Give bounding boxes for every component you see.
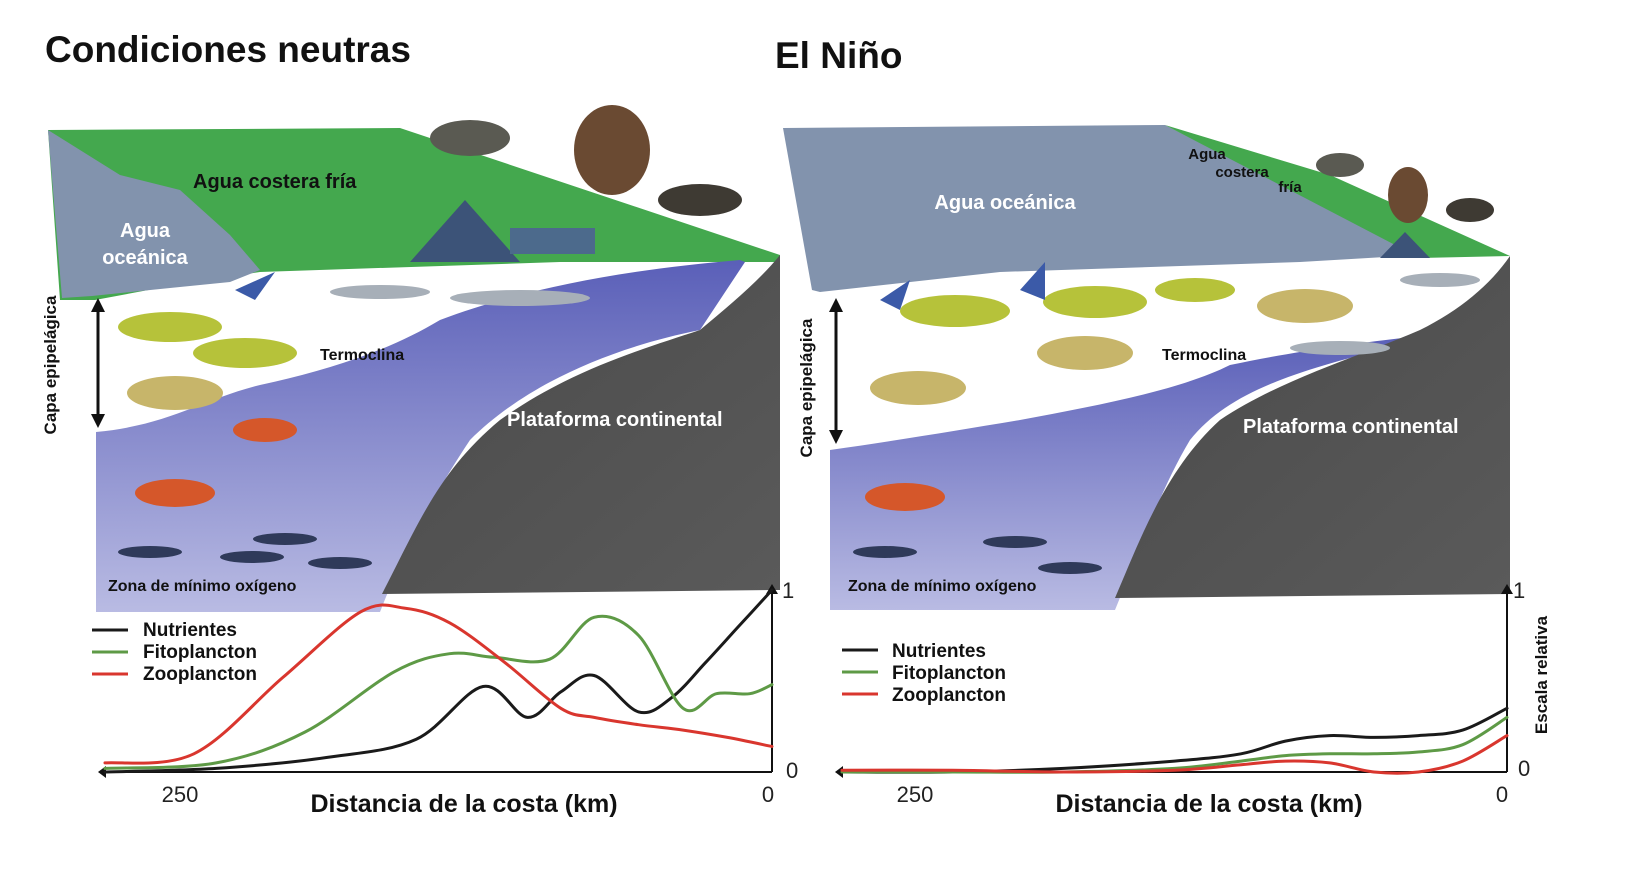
- panel-title: El Niño: [775, 35, 902, 76]
- tuna-fish-icon: [1257, 289, 1353, 323]
- y-tick-label: 1: [782, 578, 794, 603]
- x-axis-arrowhead: [835, 766, 843, 778]
- dorado-fish-icon: [1043, 286, 1147, 318]
- y-tick-label: 1: [1513, 578, 1525, 603]
- lanternfish-icon: [853, 546, 917, 558]
- squid-icon: [865, 483, 945, 511]
- panel-title: Condiciones neutras: [45, 29, 411, 70]
- squid-icon: [233, 418, 297, 442]
- swordfish-icon: [880, 280, 910, 310]
- label-thermocline: Termoclina: [320, 347, 404, 364]
- fishing-net-icon: [1380, 232, 1430, 258]
- label-shelf: Plataforma continental: [507, 409, 723, 431]
- tuna-fish-icon: [127, 376, 223, 410]
- anchovy-school-icon: [1400, 273, 1480, 287]
- label-oceanic-water-2: oceánica: [102, 247, 188, 269]
- dorado-fish-icon: [118, 312, 222, 342]
- deep-water: [830, 335, 1430, 610]
- x-axis-title: Distancia de la costa (km): [310, 790, 617, 818]
- marine-life: [118, 105, 742, 569]
- x-tick-label: 250: [897, 782, 934, 807]
- y-tick-label: 0: [1518, 756, 1530, 781]
- chart-neutral: 250 0 1 0 Distancia de la costa (km) Nut…: [92, 578, 798, 818]
- cormorant-bird-icon: [1446, 198, 1494, 222]
- booby-bird-icon: [1316, 153, 1364, 177]
- label-cold-water-1: Agua: [1188, 146, 1226, 163]
- anchovy-school-icon: [1290, 341, 1390, 355]
- swordfish-icon: [1020, 262, 1045, 300]
- y-axis-arrowhead: [1501, 584, 1513, 594]
- dorado-fish-icon: [900, 295, 1010, 327]
- label-cold-water-3: fría: [1278, 179, 1302, 196]
- tuna-fish-icon: [870, 371, 966, 405]
- x-tick-label: 250: [162, 782, 199, 807]
- label-oceanic-water: Agua oceánica: [934, 192, 1076, 214]
- lanternfish-icon: [983, 536, 1047, 548]
- chart-el-nino: 250 0 1 0 Distancia de la costa (km) Esc…: [835, 578, 1551, 818]
- label-shelf: Plataforma continental: [1243, 416, 1459, 438]
- label-omz: Zona de mínimo oxígeno: [848, 578, 1037, 595]
- legend: Nutrientes Fitoplancton Zooplancton: [92, 620, 257, 685]
- legend-label: Nutrientes: [143, 620, 237, 641]
- anchovy-school-icon: [450, 290, 590, 306]
- booby-bird-icon: [430, 120, 510, 156]
- legend-label: Fitoplancton: [892, 663, 1006, 684]
- series-line-nutrientes: [103, 588, 774, 774]
- oceanic-water: [783, 125, 1420, 292]
- lanternfish-icon: [1038, 562, 1102, 574]
- lanternfish-icon: [118, 546, 182, 558]
- legend-label: Fitoplancton: [143, 642, 257, 663]
- tuna-fish-icon: [1037, 336, 1133, 370]
- series-line-nutrientes: [840, 706, 1509, 774]
- series-line-zooplancton: [103, 603, 774, 765]
- lanternfish-icon: [308, 557, 372, 569]
- squid-icon: [135, 479, 215, 507]
- x-axis-title: Distancia de la costa (km): [1055, 790, 1362, 818]
- sea-lion-icon: [1388, 167, 1428, 223]
- label-oceanic-water-1: Agua: [120, 220, 171, 242]
- lanternfish-icon: [253, 533, 317, 545]
- legend-label: Nutrientes: [892, 641, 986, 662]
- y-axis-title: Escala relativa: [1532, 615, 1551, 734]
- x-tick-label: 0: [762, 782, 774, 807]
- y-tick-label: 0: [786, 758, 798, 783]
- epipelagic-arrow: [91, 298, 105, 428]
- label-cold-water-2: costera: [1215, 164, 1269, 181]
- cormorant-bird-icon: [658, 184, 742, 216]
- fishing-net-icon: [410, 200, 520, 262]
- dorado-fish-icon: [193, 338, 297, 368]
- label-epipelagic: Capa epipelágica: [797, 318, 816, 457]
- fishing-boat-icon: [510, 228, 595, 254]
- continental-shelf: [382, 255, 780, 594]
- series-line-fitoplancton: [840, 715, 1509, 774]
- oceanic-water: [48, 130, 260, 298]
- legend-label: Zooplancton: [143, 664, 257, 685]
- x-tick-label: 0: [1496, 782, 1508, 807]
- panel-el-nino: El Niño Agua: [775, 35, 1551, 818]
- series-layer: [103, 588, 774, 774]
- swordfish-icon: [235, 272, 275, 300]
- sea-lion-icon: [574, 105, 650, 195]
- continental-shelf: [1115, 256, 1510, 598]
- series-line-fitoplancton: [103, 614, 774, 770]
- label-epipelagic: Capa epipelágica: [41, 295, 60, 434]
- panel-neutral: Condiciones neutras: [41, 29, 798, 818]
- anchovy-school-icon: [330, 285, 430, 299]
- series-line-zooplancton: [840, 734, 1509, 775]
- epipelagic-arrow: [829, 298, 843, 444]
- dorado-fish-icon: [1155, 278, 1235, 302]
- label-thermocline: Termoclina: [1162, 347, 1246, 364]
- label-omz: Zona de mínimo oxígeno: [108, 578, 297, 595]
- series-layer: [840, 706, 1509, 775]
- label-cold-water: Agua costera fría: [193, 171, 357, 193]
- deep-water: [96, 260, 745, 612]
- marine-life: [853, 153, 1494, 574]
- legend-label: Zooplancton: [892, 685, 1006, 706]
- cold-coastal-water: [1165, 125, 1510, 258]
- lanternfish-icon: [220, 551, 284, 563]
- legend: Nutrientes Fitoplancton Zooplancton: [842, 641, 1006, 706]
